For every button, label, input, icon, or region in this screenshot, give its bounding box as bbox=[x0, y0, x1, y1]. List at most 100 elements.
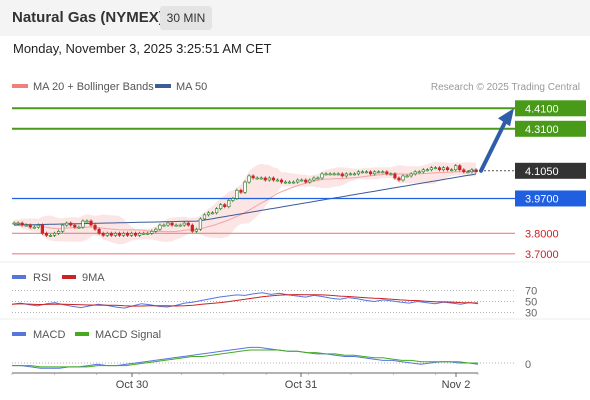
candle-body bbox=[397, 177, 401, 181]
level-label-1: 4.3100 bbox=[525, 124, 559, 136]
candle-body bbox=[275, 179, 280, 182]
candle-body bbox=[219, 204, 223, 210]
candle-body bbox=[89, 220, 93, 226]
candle-body bbox=[360, 171, 365, 174]
candle-body bbox=[40, 224, 44, 234]
legend-ma-bb-swatch bbox=[12, 84, 28, 88]
legend-macd-label: MACD bbox=[33, 329, 65, 341]
candle-body bbox=[340, 173, 344, 177]
candle-body bbox=[255, 177, 259, 180]
candle-body bbox=[429, 167, 434, 171]
candle-body bbox=[133, 233, 138, 236]
candle-body bbox=[154, 228, 158, 232]
candle-body bbox=[433, 167, 438, 170]
candle-body bbox=[20, 222, 24, 226]
credit-text: Research © 2025 Trading Central bbox=[431, 82, 580, 93]
ma20-line bbox=[14, 170, 477, 233]
candle-body bbox=[316, 177, 320, 180]
candle-body bbox=[454, 165, 458, 171]
legend-ma50-swatch bbox=[155, 84, 171, 88]
candle-body bbox=[304, 179, 308, 183]
candle-body bbox=[243, 181, 247, 193]
macd-panel: 0 bbox=[12, 346, 531, 371]
candle-body bbox=[385, 171, 389, 175]
candle-body bbox=[16, 222, 20, 225]
candle-body bbox=[48, 235, 53, 237]
rsi-9ma-line bbox=[11, 294, 479, 307]
candle-body bbox=[101, 233, 105, 236]
candle-body bbox=[56, 230, 61, 234]
candle-body bbox=[450, 169, 454, 172]
level-label-2: 3.9700 bbox=[525, 193, 559, 205]
macd-zero-label: 0 bbox=[525, 359, 531, 371]
candle-body bbox=[401, 175, 405, 181]
candle-body bbox=[81, 220, 85, 228]
candle-body bbox=[186, 222, 190, 226]
candle-body bbox=[239, 189, 243, 193]
macd-signal-line bbox=[12, 349, 478, 368]
rsi-level-label-0: 70 bbox=[525, 286, 537, 298]
candle-body bbox=[36, 224, 40, 228]
rsi-level-label-1: 50 bbox=[525, 297, 537, 309]
candle-body bbox=[121, 233, 126, 236]
current-price-label: 4.1050 bbox=[525, 166, 559, 178]
candle-body bbox=[174, 224, 178, 227]
candle-body bbox=[421, 169, 425, 173]
candle-body bbox=[300, 179, 304, 182]
candle-body bbox=[263, 177, 267, 181]
legend-ma-bb-label: MA 20 + Bollinger Bands bbox=[33, 81, 154, 93]
candle-body bbox=[125, 233, 130, 236]
candle-body bbox=[69, 222, 73, 226]
candle-body bbox=[332, 173, 336, 176]
legend-ma50-label: MA 50 bbox=[176, 81, 207, 93]
candle-body bbox=[93, 224, 97, 230]
level-tag-0 bbox=[515, 100, 586, 117]
candle-body bbox=[231, 198, 235, 201]
candle-body bbox=[247, 175, 251, 183]
candle-body bbox=[320, 173, 324, 179]
candle-body bbox=[328, 173, 332, 176]
candle-body bbox=[105, 233, 109, 236]
candle-body bbox=[182, 222, 186, 226]
candle-body bbox=[336, 173, 340, 176]
candle-body bbox=[150, 230, 154, 234]
candle-body bbox=[85, 220, 89, 223]
legend-rsi-label: RSI bbox=[33, 272, 51, 284]
candle-body bbox=[389, 173, 393, 176]
candle-body bbox=[142, 233, 146, 235]
candle-body bbox=[344, 173, 348, 177]
candle-body bbox=[235, 189, 239, 199]
level-label-0: 4.4100 bbox=[525, 103, 559, 115]
candle-body bbox=[296, 179, 300, 183]
x-axis: Oct 30 Oct 31 Nov 2 bbox=[11, 372, 479, 391]
candle-body bbox=[198, 218, 203, 230]
candle-body bbox=[369, 171, 373, 175]
candle-body bbox=[381, 171, 385, 174]
candle-body bbox=[223, 204, 227, 207]
candle-body bbox=[377, 171, 381, 174]
candle-body bbox=[158, 224, 162, 230]
candle-body bbox=[52, 233, 57, 236]
candle-body bbox=[24, 224, 28, 227]
header-bar: Natural Gas (NYMEX) 30 MIN bbox=[0, 0, 590, 36]
x-tick-label-0: Oct 30 bbox=[116, 379, 148, 391]
candle-body bbox=[162, 224, 166, 227]
legend-rsi-swatch bbox=[12, 275, 26, 279]
candle-body bbox=[417, 171, 421, 174]
candle-body bbox=[292, 181, 296, 184]
timeframe-button[interactable]: 30 MIN bbox=[160, 6, 212, 30]
projection-arrow-shaft bbox=[479, 118, 508, 173]
legend-9ma-swatch bbox=[62, 275, 76, 279]
candle-body bbox=[77, 226, 81, 229]
candle-body bbox=[413, 171, 417, 175]
candle-body bbox=[117, 233, 121, 236]
candle-body bbox=[73, 224, 77, 228]
candle-body bbox=[352, 173, 357, 176]
candle-body bbox=[202, 214, 207, 220]
price-panel: 4.4100 4.3100 3.9700 3.8000 3.7000 4.1050 bbox=[12, 100, 586, 261]
candle-body bbox=[113, 233, 117, 236]
candle-body bbox=[44, 233, 49, 236]
candle-body bbox=[308, 179, 312, 183]
